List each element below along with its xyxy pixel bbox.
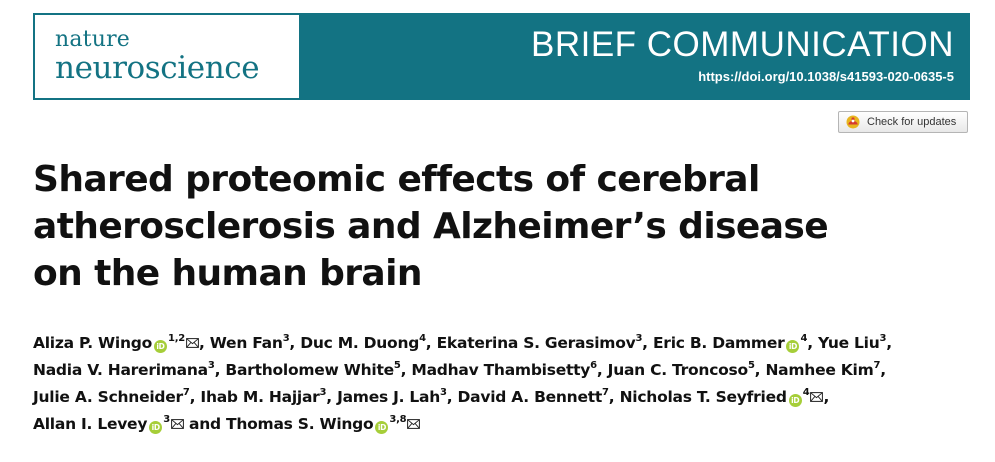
affiliation-number[interactable]: 3 xyxy=(163,413,170,425)
author-name[interactable]: Allan I. Levey xyxy=(33,415,148,433)
affiliation-number[interactable]: 3 xyxy=(319,386,327,398)
journal-name-line2: neuroscience xyxy=(55,50,260,86)
author[interactable]: Nadia V. Harerimana3, xyxy=(33,359,226,379)
author-name[interactable]: Yue Liu xyxy=(818,334,880,352)
check-for-updates-button[interactable]: Check for updates xyxy=(838,111,968,133)
author-separator: , xyxy=(754,361,766,379)
crossmark-icon xyxy=(846,115,860,129)
author-name[interactable]: Namhee Kim xyxy=(765,361,874,379)
journal-logo[interactable]: nature neuroscience xyxy=(35,15,299,98)
author[interactable]: Ekaterina S. Gerasimov3, xyxy=(436,332,653,352)
affiliation-number[interactable]: 3 xyxy=(440,386,447,398)
author-separator: , xyxy=(880,361,886,379)
affiliation-number[interactable]: 3 xyxy=(635,332,643,344)
orcid-icon[interactable]: iD xyxy=(786,340,800,353)
check-for-updates-label: Check for updates xyxy=(867,116,957,128)
author-separator: , xyxy=(886,334,892,352)
affiliation-number[interactable]: 4 xyxy=(419,332,426,344)
author-name[interactable]: Ihab M. Hajjar xyxy=(200,388,320,406)
author[interactable]: Namhee Kim7, xyxy=(765,359,886,379)
author-list: Aliza P. Wingo iD1,2, Wen Fan3, Duc M. Du… xyxy=(33,330,983,438)
affiliation-number[interactable]: 3 xyxy=(879,332,887,344)
author-separator: , xyxy=(596,361,608,379)
author-name[interactable]: Thomas S. Wingo xyxy=(226,415,374,433)
affiliation-number[interactable]: 7 xyxy=(602,386,609,398)
author[interactable]: Yue Liu3, xyxy=(818,332,892,352)
affiliation-number[interactable]: 7 xyxy=(873,359,881,371)
affiliation-number[interactable]: 3 xyxy=(282,332,290,344)
email-icon[interactable] xyxy=(810,384,824,411)
author-separator: , xyxy=(425,334,437,352)
orcid-icon[interactable]: iD xyxy=(154,340,167,353)
author[interactable]: Thomas S. Wingo iD3,8 xyxy=(226,413,421,434)
author-name[interactable]: Nicholas T. Seyfried xyxy=(619,388,787,406)
orcid-icon[interactable]: iD xyxy=(788,394,802,407)
author[interactable]: David A. Bennett7, xyxy=(457,386,620,406)
author-separator: , xyxy=(642,334,653,352)
author-name[interactable]: Wen Fan xyxy=(209,334,283,352)
email-icon[interactable] xyxy=(171,411,184,438)
title-line: Shared proteomic effects of cerebral xyxy=(33,159,760,200)
author-separator: , xyxy=(326,388,338,406)
author[interactable]: Bartholomew White5, xyxy=(225,359,412,379)
email-icon[interactable] xyxy=(407,411,421,438)
author-name[interactable]: Aliza P. Wingo xyxy=(33,334,152,352)
author[interactable]: Julie A. Schneider7, xyxy=(33,386,201,406)
author-and: and xyxy=(183,415,227,433)
affiliation-number[interactable]: 3 xyxy=(207,359,215,371)
author-name[interactable]: Bartholomew White xyxy=(225,361,394,379)
author-separator: , xyxy=(289,334,301,352)
affiliation-number[interactable]: 1,2 xyxy=(168,332,185,344)
author-separator: , xyxy=(198,334,210,352)
journal-header: nature neuroscience BRIEF COMMUNICATION … xyxy=(33,13,970,100)
author[interactable]: Juan C. Troncoso5, xyxy=(607,359,766,379)
author[interactable]: Duc M. Duong4, xyxy=(300,332,437,352)
author-name[interactable]: James J. Lah xyxy=(337,388,440,406)
author[interactable]: Wen Fan3, xyxy=(209,332,301,352)
title-line: on the human brain xyxy=(33,253,423,294)
journal-name-line1: nature xyxy=(55,27,131,52)
affiliation-number[interactable]: 4 xyxy=(800,332,808,344)
author-name[interactable]: Ekaterina S. Gerasimov xyxy=(436,334,636,352)
article-type: BRIEF COMMUNICATION xyxy=(530,25,954,64)
author-separator: , xyxy=(807,334,818,352)
author-name[interactable]: Eric B. Dammer xyxy=(652,334,785,352)
orcid-icon[interactable]: iD xyxy=(149,421,163,434)
author-separator: , xyxy=(400,361,412,379)
orcid-icon[interactable]: iD xyxy=(375,421,389,434)
author-separator: , xyxy=(608,388,620,406)
author-name[interactable]: Duc M. Duong xyxy=(300,334,420,352)
author-name[interactable]: David A. Bennett xyxy=(457,388,603,406)
author-name[interactable]: Nadia V. Harerimana xyxy=(33,361,208,379)
author[interactable]: Eric B. Dammer iD4, xyxy=(652,332,818,353)
affiliation-number[interactable]: 5 xyxy=(393,359,401,371)
affiliation-number[interactable]: 3,8 xyxy=(389,413,407,425)
author-separator: , xyxy=(446,388,458,406)
author[interactable]: James J. Lah3, xyxy=(337,386,458,406)
author[interactable]: Nicholas T. Seyfried iD4, xyxy=(619,386,830,407)
affiliation-number[interactable]: 5 xyxy=(747,359,755,371)
author-separator: , xyxy=(823,388,830,406)
title-line: atherosclerosis and Alzheimer’s disease xyxy=(33,206,829,247)
author-separator: , xyxy=(189,388,201,406)
author[interactable]: Allan I. Levey iD3 xyxy=(33,413,184,434)
author[interactable]: Aliza P. Wingo iD1,2, xyxy=(33,332,210,353)
author-name[interactable]: Madhav Thambisetty xyxy=(411,361,591,379)
affiliation-number[interactable]: 4 xyxy=(802,386,810,398)
author-name[interactable]: Juan C. Troncoso xyxy=(607,361,749,379)
author-name[interactable]: Julie A. Schneider xyxy=(33,388,183,406)
article-title: Shared proteomic effects of cerebral ath… xyxy=(33,156,933,297)
author-separator: , xyxy=(214,361,226,379)
email-icon[interactable] xyxy=(186,330,199,357)
author[interactable]: Ihab M. Hajjar3, xyxy=(200,386,338,406)
author[interactable]: Madhav Thambisetty6, xyxy=(411,359,608,379)
affiliation-number[interactable]: 7 xyxy=(182,386,190,398)
affiliation-number[interactable]: 6 xyxy=(590,359,597,371)
doi-link[interactable]: https://doi.org/10.1038/s41593-020-0635-… xyxy=(698,69,954,84)
